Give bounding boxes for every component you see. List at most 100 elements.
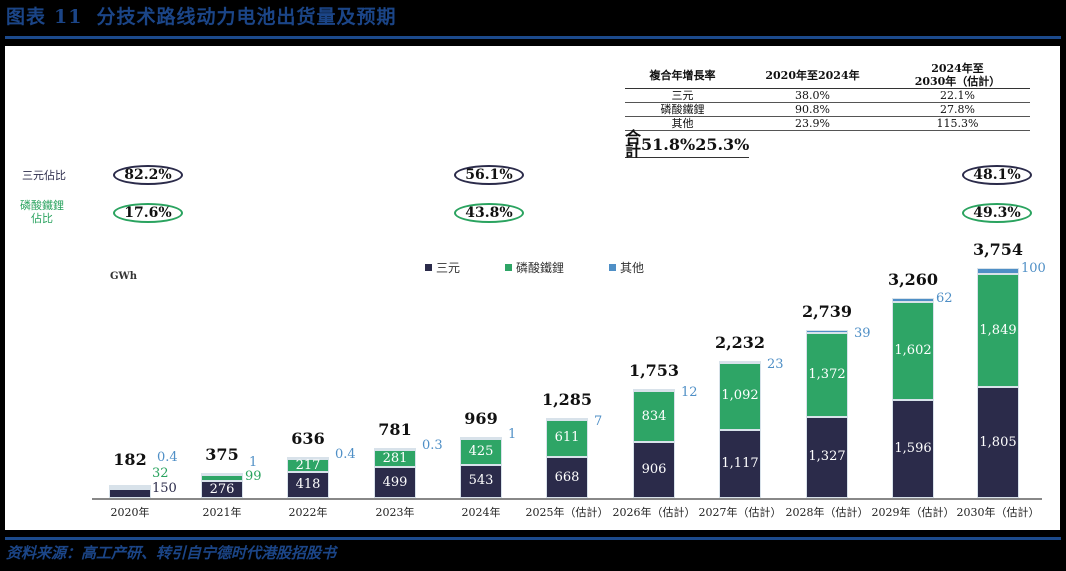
bar-value-ncm: 543 [468,473,494,489]
bar-value-ncm: 1,596 [894,441,932,457]
bar-value-ncm: 668 [554,469,580,485]
bar-value-other: 0.3 [422,438,443,454]
stacked-bar [109,484,151,498]
bar-value-lfp: 1,849 [979,322,1017,338]
bar-value-other: 0.4 [157,450,178,465]
chart-legend: 三元 磷酸鐵鋰 其他 [425,259,644,276]
x-axis-label: 2023年 [375,506,415,519]
stacked-bar: 906 834 [633,389,675,498]
bar-value-other: 1 [508,426,517,442]
cagr-header-row: 複合年增長率 2020年至2024年 2024年至 2030年（估計） [625,62,1030,89]
bar-total: 636 [291,429,325,449]
stacked-bar: 499 281 [374,448,416,498]
bar-value-lfp: 217 [295,457,321,473]
cagr-header-metric: 複合年增長率 [625,62,740,89]
bar-value-lfp: 99 [245,469,262,484]
stacked-bar: 1,327 1,372 [806,330,848,498]
cagr-table: 複合年增長率 2020年至2024年 2024年至 2030年（估計） 三元 38… [625,62,1030,158]
legend-item-other: 其他 [609,259,644,276]
bar-value-other: 39 [854,326,871,342]
figure-title-text: 分技术路线动力电池出货量及预期 [96,6,397,28]
bar-total: 182 [113,450,147,469]
bar-segment-other [460,436,502,439]
cagr-value: 22.1% [885,88,1030,103]
bar-segment-lfp [374,450,416,468]
figure-number: 11 [54,6,83,28]
top-rule [5,36,1061,39]
bar-segment-lfp [201,475,243,482]
bar-segment-lfp [109,486,151,489]
stacked-bar: 276 [201,473,243,498]
bar-value-lfp: 32 [152,466,169,481]
cagr-row-label: 三元 [625,88,740,103]
bar-total: 969 [464,408,498,428]
x-axis-label: 2030年（估計） [956,506,1040,519]
bar-segment-ncm [460,464,502,498]
lfp-share-label: 磷酸鐵鋰 佔比 [20,199,64,225]
x-axis-label: 2029年（估計） [871,506,955,519]
bar-value-other: 7 [594,413,603,429]
bar-total: 781 [378,420,412,440]
bar-value-lfp: 611 [554,430,580,446]
legend-item-lfp: 磷酸鐵鋰 [505,259,564,276]
bar-total: 375 [205,445,239,464]
cagr-row-label: 其他 [625,116,740,131]
cagr-value: 115.3% [885,116,1030,131]
cagr-header-2020-2024: 2020年至2024年 [740,62,885,89]
bar-segment-other [201,473,243,475]
bottom-rule [5,537,1061,540]
stacked-bar: 1,596 1,602 [892,298,934,498]
bar-value-other: 1 [249,455,258,470]
lfp-share-2020: 17.6% [113,203,183,223]
lfp-share-label-line1: 磷酸鐵鋰 [20,199,64,212]
bar-segment-ncm [374,467,416,498]
ncm-share-2030: 48.1% [962,165,1032,185]
legend-label: 磷酸鐵鋰 [516,261,565,275]
legend-swatch-ncm-icon [425,264,432,271]
bar-segment-other [719,360,761,363]
bar-total: 2,232 [714,332,766,352]
bar-value-lfp: 1,602 [894,343,932,359]
bar-value-other: 0.4 [335,447,356,463]
bar-total: 3,754 [972,239,1024,259]
bar-segment-lfp [892,301,934,401]
stacked-bar: 1,117 1,092 [719,360,761,498]
bar-value-other: 12 [681,385,698,401]
bar-total: 1,753 [628,361,680,381]
cagr-row-label: 磷酸鐵鋰 [625,102,740,117]
source-note: 资料来源：高工产研、转引自宁德时代港股招股书 [6,544,337,562]
cagr-value: 90.8% [740,102,885,117]
x-axis-label: 2022年 [288,506,328,519]
bar-segment-ncm [892,400,934,498]
bar-segment-ncm [977,387,1019,498]
bar-segment-other [806,330,848,333]
bar-value-ncm: 499 [382,474,408,490]
x-axis-label: 2021年 [202,506,242,519]
x-axis-label: 2027年（估計） [698,506,782,519]
bar-segment-lfp [546,419,588,458]
legend-item-ncm: 三元 [425,259,460,276]
bar-segment-ncm [201,481,243,498]
cagr-value: 27.8% [885,102,1030,117]
bar-value-lfp: 1,092 [721,388,759,404]
stacked-bar: 668 611 [546,417,588,498]
bar-total: 2,739 [801,302,853,322]
figure-label: 图表 [6,6,47,28]
x-axis-label: 2025年（估計） [525,506,609,519]
bar-value-ncm: 906 [641,462,667,478]
bar-segment-other [892,298,934,302]
bar-segment-ncm [287,472,329,498]
bar-total: 1,285 [541,389,593,409]
figure-title: 图表 11 分技术路线动力电池出货量及预期 [6,2,396,32]
bar-segment-ncm [546,457,588,498]
stacked-bar: 1,805 1,849 [977,267,1019,498]
bar-value-other: 23 [767,356,784,372]
bar-value-lfp: 1,372 [808,366,846,382]
bar-segment-other [633,389,675,392]
bar-segment-other [109,484,151,487]
bar-segment-other [977,267,1019,274]
x-axis-label: 2026年（估計） [612,506,696,519]
bar-segment-ncm [633,442,675,498]
bar-segment-ncm [806,416,848,498]
cagr-row: 磷酸鐵鋰 90.8% 27.8% [625,102,1030,117]
